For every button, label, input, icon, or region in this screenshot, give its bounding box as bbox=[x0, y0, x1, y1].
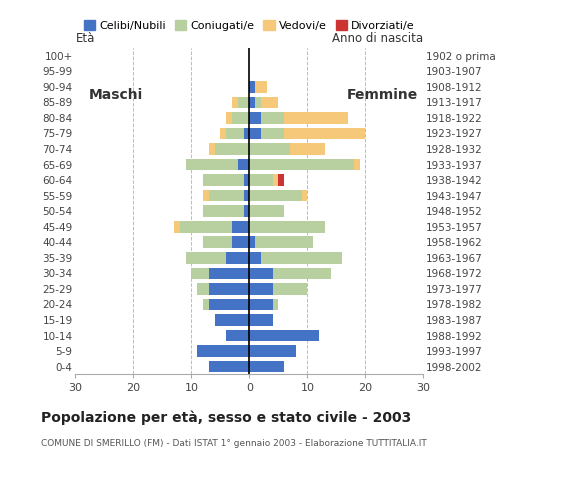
Bar bbox=[249, 330, 319, 341]
Bar bbox=[209, 143, 215, 155]
Bar bbox=[249, 221, 325, 233]
Text: Età: Età bbox=[75, 32, 95, 45]
Bar bbox=[354, 159, 360, 170]
Bar bbox=[197, 345, 249, 357]
Bar bbox=[249, 81, 255, 93]
Legend: Celibi/Nubili, Coniugati/e, Vedovi/e, Divorziati/e: Celibi/Nubili, Coniugati/e, Vedovi/e, Di… bbox=[79, 16, 419, 36]
Bar bbox=[261, 112, 284, 124]
Text: COMUNE DI SMERILLO (FM) - Dati ISTAT 1° gennaio 2003 - Elaborazione TUTTITALIA.I: COMUNE DI SMERILLO (FM) - Dati ISTAT 1° … bbox=[41, 439, 426, 448]
Bar bbox=[203, 205, 244, 217]
Bar bbox=[249, 112, 261, 124]
Bar bbox=[273, 267, 331, 279]
Bar bbox=[255, 96, 261, 108]
Bar bbox=[209, 283, 249, 295]
Bar bbox=[226, 330, 249, 341]
Bar bbox=[249, 267, 273, 279]
Bar bbox=[290, 143, 325, 155]
Text: Femmine: Femmine bbox=[347, 88, 418, 102]
Bar bbox=[273, 299, 278, 310]
Bar bbox=[273, 283, 307, 295]
Bar bbox=[232, 96, 238, 108]
Bar bbox=[220, 128, 226, 139]
Text: Anno di nascita: Anno di nascita bbox=[332, 32, 423, 45]
Bar bbox=[249, 205, 284, 217]
Bar bbox=[209, 299, 249, 310]
Bar bbox=[232, 112, 249, 124]
Bar bbox=[249, 174, 273, 186]
Bar bbox=[249, 159, 354, 170]
Bar bbox=[197, 283, 209, 295]
Bar bbox=[209, 267, 249, 279]
Bar bbox=[278, 174, 284, 186]
Bar bbox=[273, 174, 278, 186]
Bar bbox=[249, 143, 290, 155]
Bar bbox=[249, 252, 261, 264]
Bar bbox=[302, 190, 307, 202]
Text: Maschi: Maschi bbox=[89, 88, 143, 102]
Bar bbox=[249, 237, 255, 248]
Bar bbox=[232, 221, 249, 233]
Bar bbox=[261, 252, 342, 264]
Bar bbox=[209, 190, 244, 202]
Bar bbox=[226, 128, 244, 139]
Bar bbox=[244, 128, 249, 139]
Bar bbox=[249, 128, 261, 139]
Bar bbox=[226, 252, 249, 264]
Bar bbox=[249, 96, 255, 108]
Bar bbox=[261, 96, 278, 108]
Bar bbox=[215, 314, 249, 326]
Bar bbox=[180, 221, 232, 233]
Text: Popolazione per età, sesso e stato civile - 2003: Popolazione per età, sesso e stato civil… bbox=[41, 410, 411, 425]
Bar bbox=[203, 237, 232, 248]
Bar bbox=[238, 96, 249, 108]
Bar bbox=[203, 190, 209, 202]
Bar bbox=[284, 112, 348, 124]
Bar bbox=[244, 190, 249, 202]
Bar bbox=[174, 221, 180, 233]
Bar bbox=[203, 299, 209, 310]
Bar bbox=[255, 81, 267, 93]
Bar bbox=[255, 237, 313, 248]
Bar bbox=[284, 128, 365, 139]
Bar bbox=[249, 299, 273, 310]
Bar bbox=[191, 267, 209, 279]
Bar bbox=[249, 361, 284, 372]
Bar bbox=[249, 314, 273, 326]
Bar bbox=[232, 237, 249, 248]
Bar bbox=[226, 112, 232, 124]
Bar bbox=[244, 174, 249, 186]
Bar bbox=[249, 283, 273, 295]
Bar bbox=[238, 159, 249, 170]
Bar bbox=[249, 345, 296, 357]
Bar bbox=[249, 190, 302, 202]
Bar bbox=[209, 361, 249, 372]
Bar bbox=[261, 128, 284, 139]
Bar bbox=[203, 174, 244, 186]
Bar bbox=[186, 252, 226, 264]
Bar bbox=[186, 159, 238, 170]
Bar bbox=[215, 143, 249, 155]
Bar bbox=[244, 205, 249, 217]
